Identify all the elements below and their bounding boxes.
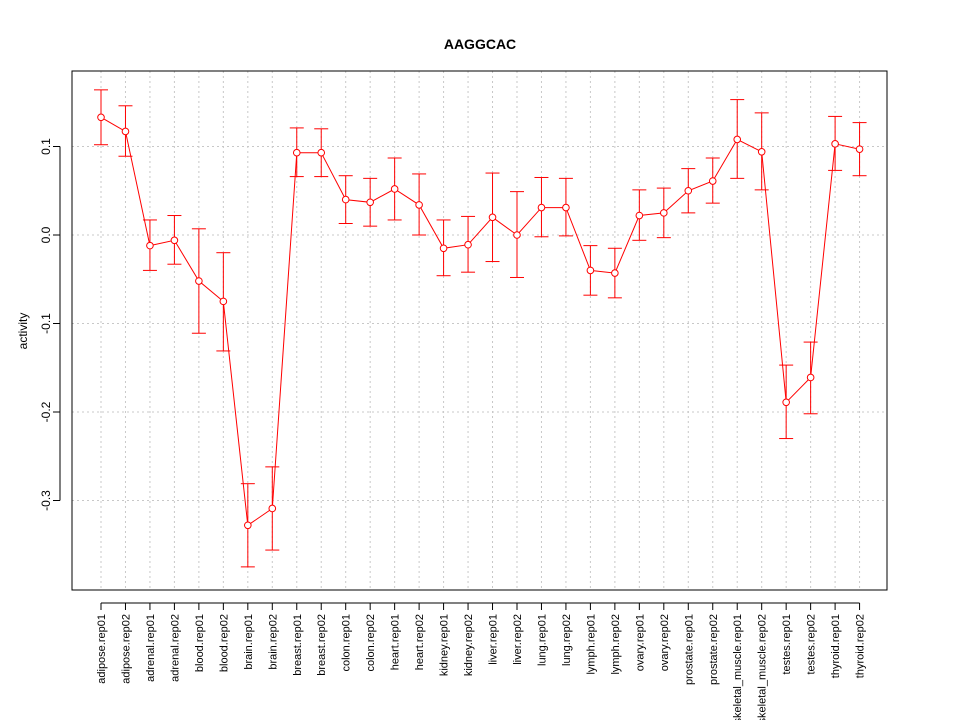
data-point [708,177,717,185]
x-tick-label: skeletal_muscle.rep02 [757,614,769,720]
data-point [415,201,423,209]
x-tick-label: adipose.rep01 [96,614,108,684]
data-point [170,236,179,245]
y-tick-label: 0.0 [39,226,53,243]
x-tick-label: breast.rep02 [316,614,328,676]
x-tick-label: lung.rep01 [536,614,548,666]
x-tick-label: brain.rep01 [243,614,255,670]
x-tick-label: brain.rep02 [267,614,279,670]
x-tick-label: blood.rep01 [194,614,206,672]
data-point [562,203,570,212]
x-tick-label: heart.rep02 [414,614,426,670]
data-point [219,297,228,306]
y-tick-label: 0.1 [39,138,53,155]
x-tick-label: adrenal.rep01 [145,614,157,682]
data-point [341,195,350,204]
x-tick-label: testes.rep02 [806,614,818,675]
x-tick-label: kidney.rep02 [463,614,475,676]
data-point [757,148,766,156]
data-point [513,231,521,239]
data-point [317,148,326,157]
data-point [855,145,864,153]
data-point [611,269,619,277]
data-point [635,211,644,220]
x-tick-label: lung.rep02 [561,614,573,666]
x-axis: adipose.rep01 adipose.rep02 adrenal.rep01 a… [96,602,867,720]
x-tick-label: blood.rep02 [218,614,230,672]
series-line [100,116,860,527]
data-point [268,504,277,513]
x-tick-label: liver.rep02 [512,614,524,665]
plot-frame [71,70,888,591]
x-tick-label: liver.rep01 [488,614,500,665]
x-tick-label: ovary.rep01 [634,614,646,671]
x-tick-label: colon.rep02 [365,614,377,672]
data-point [121,127,130,136]
y-axis-label: activity [16,313,30,350]
data-point [782,398,790,407]
x-tick-label: testes.rep01 [781,614,793,675]
data-point [831,140,839,148]
data-point [733,135,742,144]
data-point [806,373,815,382]
data-point [660,209,668,217]
data-point [366,198,374,207]
x-tick-label: colon.rep01 [341,614,353,672]
data-point [195,277,203,285]
x-tick-label: prostate.rep02 [708,614,720,685]
y-axis: -0.3 -0.2 -0.1 0.0 0.1 [39,138,61,511]
x-tick-label: lymph.rep02 [610,614,622,675]
data-point [97,113,105,122]
data-point [537,203,546,212]
x-tick-label: adrenal.rep02 [169,614,181,682]
y-tick-label: -0.1 [39,313,53,334]
y-tick-label: -0.3 [39,490,53,511]
x-tick-label: prostate.rep01 [683,614,695,685]
x-tick-label: kidney.rep01 [439,614,451,676]
x-tick-label: breast.rep01 [292,614,304,676]
data-point [464,240,472,249]
y-tick-label: -0.2 [39,401,53,422]
data-point [292,148,301,157]
data-point [586,266,595,275]
x-tick-label: lymph.rep01 [585,614,597,675]
data-point [390,185,399,193]
data-point [684,186,693,195]
series-activity [94,89,867,568]
x-tick-label: adipose.rep02 [120,614,132,684]
x-tick-label: thyroid.rep01 [830,614,842,678]
data-point [146,241,154,250]
x-tick-label: heart.rep01 [390,614,402,670]
chart-title: AAGGCAC [444,36,516,52]
data-point [439,244,448,253]
data-point [244,521,252,530]
x-tick-label: skeletal_muscle.rep01 [732,614,744,720]
x-tick-label: ovary.rep02 [659,614,671,671]
x-tick-label: thyroid.rep02 [855,614,867,678]
data-point [488,213,497,222]
